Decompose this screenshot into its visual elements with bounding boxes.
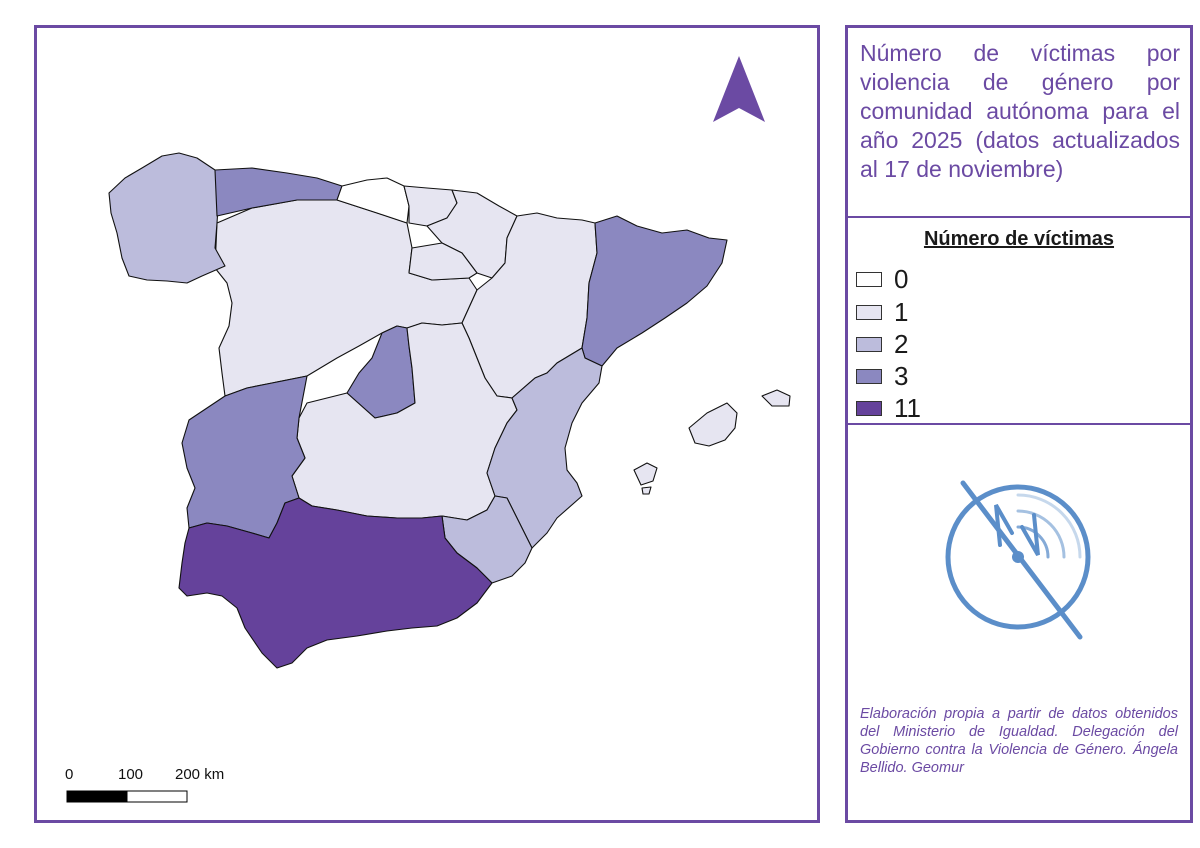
legend-title: Número de víctimas <box>923 228 1115 250</box>
title-box: Número de víctimas por violencia de géne… <box>848 28 1190 218</box>
side-panel: Número de víctimas por violencia de géne… <box>845 25 1193 823</box>
legend-label: 2 <box>894 329 909 359</box>
scale-label-200: 200 km <box>175 766 225 783</box>
region-galicia[interactable] <box>108 152 226 284</box>
scale-label-100: 100 <box>118 766 144 783</box>
region-baleares-formentera[interactable] <box>641 486 652 495</box>
legend-swatch <box>856 272 882 287</box>
logo-box: Elaboración propia a partir de datos obt… <box>848 425 1190 820</box>
region-andalucia[interactable] <box>178 497 493 669</box>
north-arrow-icon <box>713 56 765 122</box>
legend-label: 0 <box>894 264 909 294</box>
region-la-rioja[interactable] <box>408 242 478 281</box>
region-cataluna[interactable] <box>581 215 728 367</box>
region-baleares-menorca[interactable] <box>761 389 791 407</box>
legend-swatch <box>856 401 882 416</box>
scale-label-0: 0 <box>65 766 74 783</box>
scale-bar <box>66 790 188 803</box>
map-frame: 0 100 200 km <box>34 25 820 823</box>
map-title: Número de víctimas por violencia de géne… <box>860 40 1180 182</box>
region-baleares-ibiza[interactable] <box>633 462 658 486</box>
credits: Elaboración propia a partir de datos obt… <box>860 706 1178 776</box>
legend: Número de víctimas 0 1 2 3 11 <box>848 218 1190 425</box>
legend-swatch <box>856 305 882 320</box>
legend-swatch <box>856 369 882 384</box>
region-baleares-mallorca[interactable] <box>688 402 738 447</box>
legend-label: 11 <box>894 393 921 423</box>
legend-label: 1 <box>894 297 909 327</box>
government-logo-icon <box>945 480 1091 640</box>
map-svg <box>66 56 791 803</box>
region-navarra[interactable] <box>426 189 518 279</box>
legend-swatch <box>856 337 882 352</box>
legend-label: 3 <box>894 361 909 391</box>
